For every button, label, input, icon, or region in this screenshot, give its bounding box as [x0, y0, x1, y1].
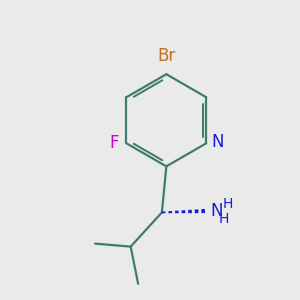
Text: N: N [210, 202, 223, 220]
Text: H: H [223, 196, 233, 211]
Text: F: F [110, 134, 119, 152]
Text: N: N [212, 133, 224, 151]
Text: Br: Br [157, 47, 176, 65]
Text: H: H [219, 212, 229, 226]
